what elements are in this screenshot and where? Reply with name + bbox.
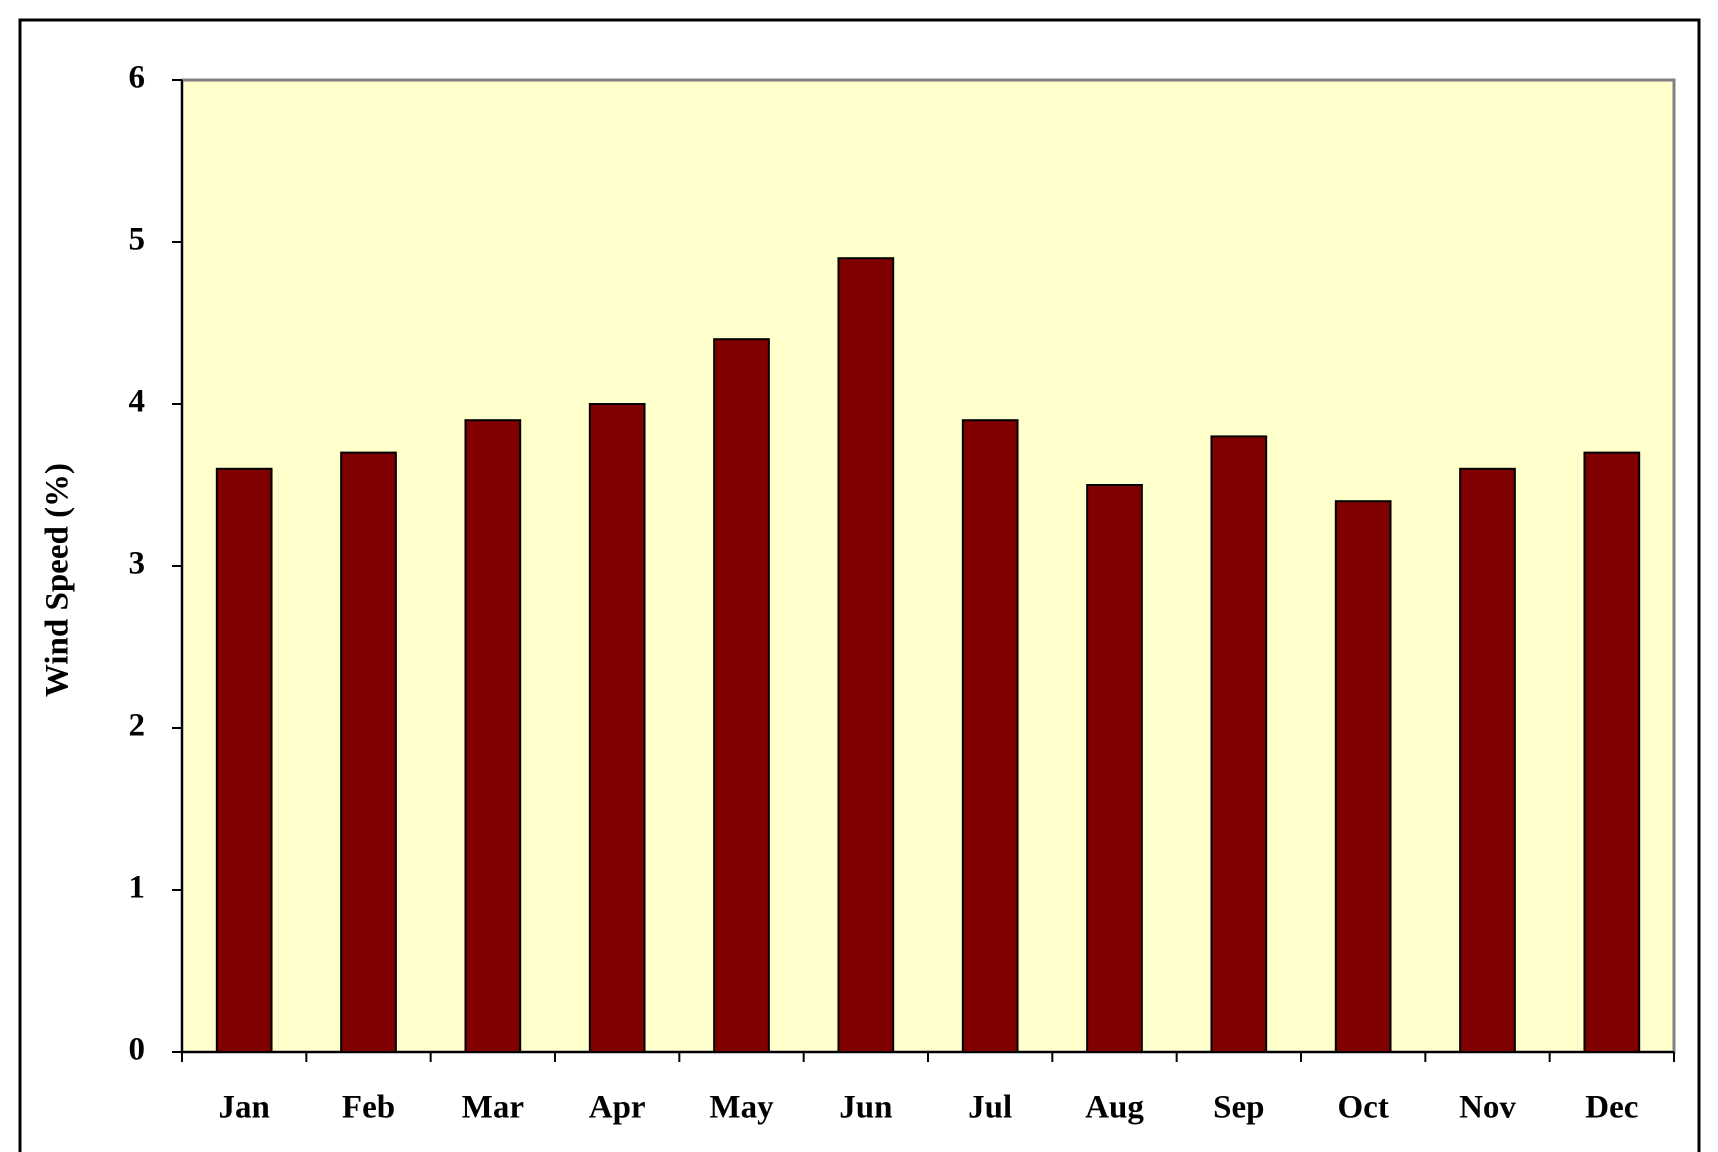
bar xyxy=(215,467,273,1053)
x-tick-label: Feb xyxy=(342,1090,395,1126)
x-tick-label: Jul xyxy=(968,1090,1012,1126)
bar xyxy=(713,338,770,1053)
bar xyxy=(1086,484,1143,1053)
y-tick-label: 1 xyxy=(129,870,146,906)
x-tick-label: Sep xyxy=(1213,1090,1264,1126)
y-axis-title: Wind Speed (%) xyxy=(40,463,76,697)
bar xyxy=(1459,467,1516,1053)
bar xyxy=(1210,435,1268,1053)
x-tick-label: Dec xyxy=(1585,1090,1638,1126)
x-tick-label: Jun xyxy=(839,1090,892,1126)
bar xyxy=(1334,500,1392,1053)
x-tick-label: Aug xyxy=(1085,1090,1144,1126)
x-tick-label: Jan xyxy=(218,1090,269,1126)
x-tick-label: Mar xyxy=(462,1090,524,1126)
y-tick-label: 3 xyxy=(129,546,146,582)
y-tick-label: 6 xyxy=(129,60,146,96)
x-tick-label: Nov xyxy=(1459,1090,1516,1126)
bar xyxy=(1583,451,1641,1054)
y-tick-label: 2 xyxy=(129,708,146,744)
bar xyxy=(961,419,1019,1053)
x-tick-label: Apr xyxy=(589,1090,646,1126)
bar xyxy=(837,257,895,1053)
y-tick-label: 4 xyxy=(129,384,146,420)
y-tick-label: 5 xyxy=(129,222,146,258)
y-tick-label: 0 xyxy=(129,1032,146,1068)
x-tick-label: Oct xyxy=(1338,1090,1389,1126)
x-tick-label: May xyxy=(709,1090,774,1126)
bar xyxy=(464,419,522,1053)
bar xyxy=(340,451,397,1054)
plot-area xyxy=(180,78,1676,1054)
bar xyxy=(588,403,646,1053)
